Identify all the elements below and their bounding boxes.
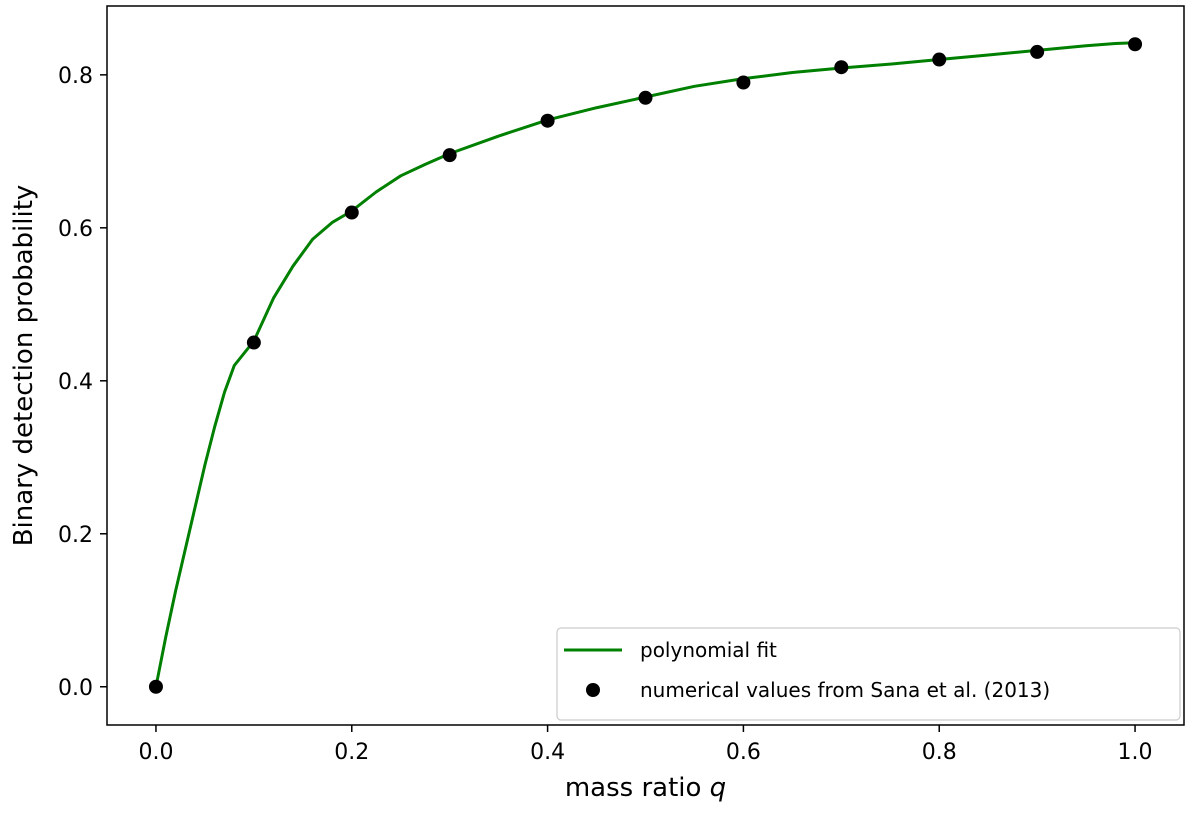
- legend-label-numerical-values: numerical values from Sana et al. (2013): [640, 678, 1050, 702]
- x-axis-label: mass ratio q: [565, 773, 726, 803]
- axes-frame: [106, 5, 1185, 726]
- x-axis-label-variable: q: [710, 773, 727, 803]
- y-axis-label: Binary detection probability: [9, 185, 39, 547]
- data-point: [1128, 37, 1143, 52]
- data-point: [638, 90, 653, 105]
- legend-box: [556, 627, 1181, 721]
- x-tick-label: 0.6: [726, 740, 761, 765]
- y-tick-label: 0.2: [58, 523, 93, 548]
- legend-marker-swatch: [586, 683, 600, 697]
- y-tick-label: 0.0: [58, 676, 93, 701]
- legend-label-polynomial-fit: polynomial fit: [640, 638, 777, 662]
- data-point: [736, 75, 751, 90]
- y-tick-label: 0.4: [58, 370, 93, 395]
- y-tick-label: 0.6: [58, 217, 93, 242]
- data-point: [932, 52, 947, 67]
- data-point: [148, 679, 163, 694]
- legend: polynomial fit numerical values from Sana…: [556, 627, 1181, 721]
- series-line-polynomial-fit: [154, 41, 1137, 689]
- data-point: [540, 113, 555, 128]
- plot-area: [148, 37, 1143, 694]
- x-tick-label: 1.0: [1118, 740, 1153, 765]
- x-tick-label: 0.8: [922, 740, 957, 765]
- data-point: [442, 148, 457, 163]
- x-tick-label: 0.2: [334, 740, 369, 765]
- axes: 0.0 0.2 0.4 0.6 0.8 1.0 0.0 0.2 0.4 0.6 0.8 mass ra…: [9, 5, 1185, 803]
- y-tick-label: 0.8: [58, 64, 93, 89]
- data-point: [1030, 44, 1045, 59]
- x-tick-label: 0.0: [138, 740, 173, 765]
- data-point: [834, 60, 849, 75]
- data-point: [246, 335, 261, 350]
- data-point: [344, 205, 359, 220]
- x-tick-label: 0.4: [530, 740, 565, 765]
